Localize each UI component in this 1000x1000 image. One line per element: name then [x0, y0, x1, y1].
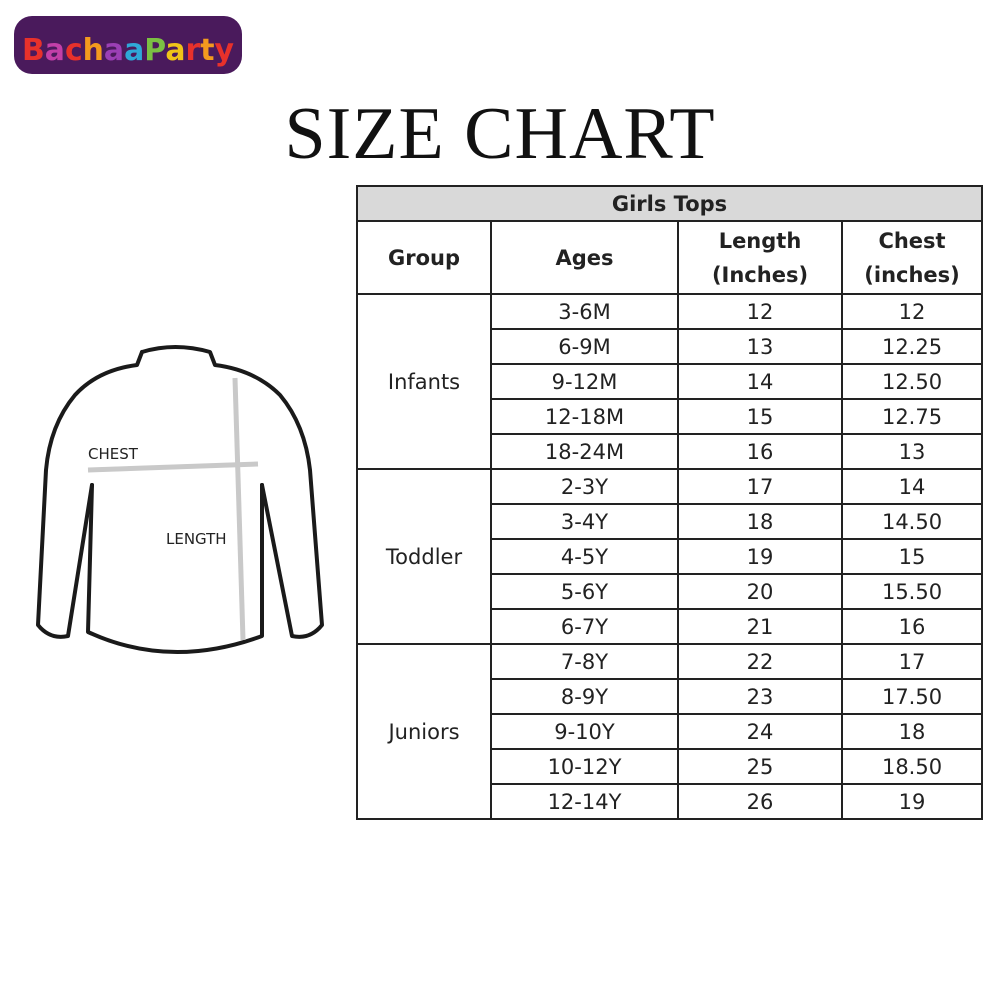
table-body: Infants 3-6M 12 12 6-9M 13 12.25 9-12M 14 12.50 12…: [356, 293, 984, 820]
length-cell: 15: [677, 398, 843, 435]
table-row: 3-4Y 18 14.50: [357, 503, 984, 540]
page-title: SIZE CHART: [284, 93, 716, 175]
chest-cell: 19: [840, 783, 984, 820]
svg-text:BachaaParty: BachaaParty: [22, 33, 234, 68]
table-row: 10-12Y 25 18.50: [357, 748, 984, 785]
age-cell: 3-6M: [490, 293, 679, 330]
age-cell: 4-5Y: [490, 538, 679, 575]
age-cell: 8-9Y: [490, 678, 679, 715]
table-row: Infants 3-6M 12 12: [356, 293, 984, 470]
length-label: LENGTH: [166, 530, 227, 548]
table-row: 18-24M 16 13: [357, 433, 984, 470]
chest-cell: 12.75: [840, 398, 984, 435]
length-cell: 18: [677, 503, 843, 540]
size-table: Girls Tops Group Ages Length (Inches) Che…: [355, 185, 984, 820]
table-row: 12-14Y 26 19: [357, 783, 984, 820]
table-row: 6-9M 13 12.25: [357, 328, 984, 365]
table-row: Juniors 7-8Y 22 17: [356, 643, 984, 820]
chest-cell: 17.50: [840, 678, 984, 715]
length-cell: 21: [677, 608, 843, 645]
chest-cell: 14: [840, 468, 984, 505]
chest-cell: 12.50: [840, 363, 984, 400]
chest-cell: 18: [840, 713, 984, 750]
age-cell: 2-3Y: [490, 468, 679, 505]
age-cell: 9-10Y: [490, 713, 679, 750]
header-ages: Ages: [490, 220, 679, 295]
age-cell: 10-12Y: [490, 748, 679, 785]
bachaaparty-logo: BachaaParty: [14, 16, 242, 74]
length-cell: 20: [677, 573, 843, 610]
length-cell: 26: [677, 783, 843, 820]
chest-cell: 18.50: [840, 748, 984, 785]
chest-cell: 16: [840, 608, 984, 645]
header-length-line1: Length: [718, 228, 802, 253]
header-length-line2: (Inches): [711, 262, 809, 287]
age-cell: 6-9M: [490, 328, 679, 365]
length-cell: 13: [677, 328, 843, 365]
age-cell: 7-8Y: [490, 643, 679, 680]
length-cell: 16: [677, 433, 843, 470]
table-row: 9-12M 14 12.50: [357, 363, 984, 400]
header-group: Group: [356, 220, 492, 295]
group-cell: Infants: [356, 293, 492, 470]
length-cell: 23: [677, 678, 843, 715]
chest-cell: 17: [840, 643, 984, 680]
group-cell: Juniors: [356, 643, 492, 820]
chest-cell: 12.25: [840, 328, 984, 365]
table-row: 4-5Y 19 15: [357, 538, 984, 575]
length-cell: 12: [677, 293, 843, 330]
length-cell: 19: [677, 538, 843, 575]
age-cell: 12-18M: [490, 398, 679, 435]
age-cell: 9-12M: [490, 363, 679, 400]
group-cell: Toddler: [356, 468, 492, 645]
chest-cell: 12: [840, 293, 984, 330]
table-row: 6-7Y 21 16: [357, 608, 984, 645]
header-chest: Chest (inches): [840, 220, 984, 295]
chest-cell: 14.50: [840, 503, 984, 540]
table-row: Toddler 2-3Y 17 14: [356, 468, 984, 645]
age-cell: 12-14Y: [490, 783, 679, 820]
age-cell: 18-24M: [490, 433, 679, 470]
table-row: 8-9Y 23 17.50: [357, 678, 984, 715]
table-caption: Girls Tops: [355, 185, 984, 222]
header-chest-line1: Chest: [878, 228, 946, 253]
age-cell: 5-6Y: [490, 573, 679, 610]
age-cell: 3-4Y: [490, 503, 679, 540]
chest-label: CHEST: [88, 445, 138, 463]
length-cell: 22: [677, 643, 843, 680]
length-cell: 17: [677, 468, 843, 505]
length-cell: 24: [677, 713, 843, 750]
length-cell: 14: [677, 363, 843, 400]
chest-cell: 15.50: [840, 573, 984, 610]
shirt-diagram: [36, 345, 324, 654]
chest-cell: 15: [840, 538, 984, 575]
table-row: 12-18M 15 12.75: [357, 398, 984, 435]
chest-cell: 13: [840, 433, 984, 470]
header-chest-line2: (inches): [864, 262, 960, 287]
table-row: 9-10Y 24 18: [357, 713, 984, 750]
length-cell: 25: [677, 748, 843, 785]
header-length: Length (Inches): [677, 220, 843, 295]
age-cell: 6-7Y: [490, 608, 679, 645]
table-row: 5-6Y 20 15.50: [357, 573, 984, 610]
